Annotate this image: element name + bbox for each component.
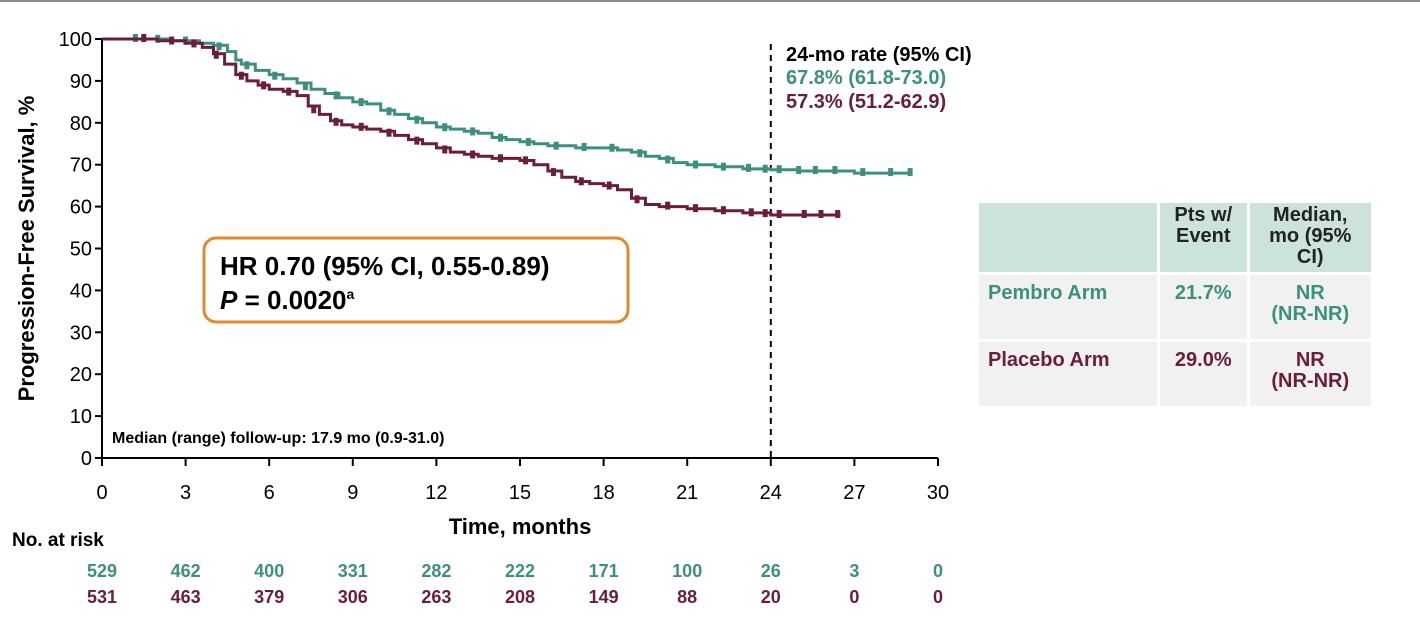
summary-header-events: Pts w/ Event [1160,203,1247,272]
x-tick-label: 21 [676,482,698,504]
top-border-line [0,0,1420,2]
risk-value-pembro: 3 [849,561,859,581]
summary-event-pct: 21.7% [1160,275,1247,339]
summary-median-value: NR [1295,349,1325,371]
risk-value-pembro: 26 [761,561,781,581]
survival-curves [102,34,913,218]
rate-pembro: 67.8% (61.8-73.0) [786,67,946,89]
y-tick-label: 60 [70,197,92,219]
summary-table: Pts w/ Event Median, mo (95% CI) Pembro … [976,200,1374,409]
risk-value-placebo: 0 [849,587,859,607]
risk-value-pembro: 529 [87,561,117,581]
y-tick-label: 80 [70,113,92,135]
x-tick-label: 3 [180,482,191,504]
rate-placebo: 57.3% (51.2-62.9) [786,91,946,113]
risk-value-placebo: 531 [87,587,117,607]
x-tick-label: 30 [927,482,949,504]
p-value-line: P = 0.0020a [220,285,355,315]
x-tick-label: 0 [96,482,107,504]
risk-value-pembro: 282 [421,561,451,581]
summary-header-row: Pts w/ Event Median, mo (95% CI) [979,203,1371,272]
risk-value-pembro: 100 [672,561,702,581]
hr-line: HR 0.70 (95% CI, 0.55-0.89) [220,251,550,281]
y-tick-label: 40 [70,280,92,302]
x-tick-label: 12 [425,482,447,504]
risk-value-placebo: 306 [338,587,368,607]
x-tick-label: 6 [264,482,275,504]
summary-arm-label: Placebo Arm [979,342,1157,406]
y-tick-label: 100 [59,29,92,51]
y-tick-label: 70 [70,155,92,177]
p-label: P [220,285,238,315]
summary-row-placebo: Placebo Arm 29.0% NR (NR-NR) [979,342,1371,406]
risk-value-placebo: 463 [171,587,201,607]
summary-median-value: NR [1295,282,1325,304]
x-axis-title: Time, months [449,514,592,539]
y-tick-label: 0 [81,448,92,470]
risk-value-pembro: 331 [338,561,368,581]
x-tick-label: 9 [347,482,358,504]
followup-note: Median (range) follow-up: 17.9 mo (0.9-3… [112,430,445,447]
risk-value-placebo: 263 [421,587,451,607]
rate-box-title: 24-mo rate (95% CI) [786,44,972,66]
risk-value-pembro: 171 [589,561,619,581]
hr-box [202,236,630,324]
summary-median: NR (NR-NR) [1249,342,1371,406]
km-curve-pembro-arm [102,37,911,175]
risk-value-pembro: 0 [933,561,943,581]
summary-median: NR (NR-NR) [1249,275,1371,339]
p-superscript: a [347,286,355,302]
summary-median-ci: (NR-NR) [1271,370,1350,392]
km-curve-placebo-arm [102,37,841,217]
x-tick-label: 27 [843,482,865,504]
risk-value-placebo: 208 [505,587,535,607]
risk-value-pembro: 400 [254,561,284,581]
y-tick-label: 20 [70,364,92,386]
p-value: = 0.0020 [237,285,346,315]
summary-header-median: Median, mo (95% CI) [1249,203,1371,272]
summary-header-blank [979,203,1157,272]
summary-arm-label: Pembro Arm [979,275,1157,339]
risk-value-pembro: 222 [505,561,535,581]
risk-value-placebo: 379 [254,587,284,607]
y-tick-label: 50 [70,239,92,261]
chart-annotations: 24-mo rate (95% CI)67.8% (61.8-73.0)57.3… [112,44,972,447]
risk-value-placebo: 149 [589,587,619,607]
y-axis-title: Progression-Free Survival, % [14,96,39,402]
x-tick-label: 15 [509,482,531,504]
risk-value-pembro: 462 [171,561,201,581]
y-tick-label: 30 [70,322,92,344]
summary-median-ci: (NR-NR) [1271,303,1350,325]
y-tick-label: 10 [70,406,92,428]
x-tick-label: 18 [592,482,614,504]
summary-event-pct: 29.0% [1160,342,1247,406]
risk-value-placebo: 0 [933,587,943,607]
risk-value-placebo: 20 [761,587,781,607]
chart-axes: 0 10 20 30 40 50 60 70 80 90 100 0 3 6 9 12 15 18 21 24 27 30… [14,29,949,539]
risk-value-placebo: 88 [677,587,697,607]
summary-row-pembro: Pembro Arm 21.7% NR (NR-NR) [979,275,1371,339]
risk-table-title: No. at risk [12,530,104,551]
x-tick-label: 24 [760,482,782,504]
y-tick-label: 90 [70,71,92,93]
